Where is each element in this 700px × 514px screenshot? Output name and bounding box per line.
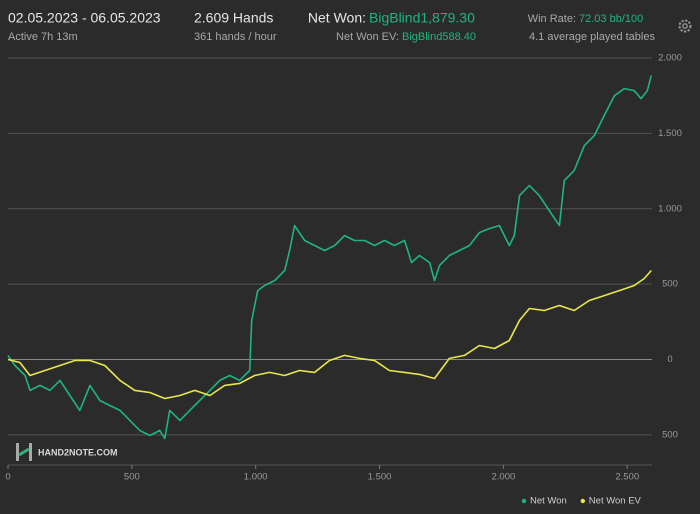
y-tick-label: 500 [662, 429, 678, 440]
settings-icon[interactable] [678, 19, 692, 33]
legend-label: Net Won [530, 496, 567, 507]
net-won-label: Net Won: [308, 10, 366, 26]
x-tick-label: 2.500 [615, 472, 639, 483]
x-tick-label: 0 [5, 472, 10, 483]
x-tick-label: 500 [124, 472, 140, 483]
date-range: 02.05.2023 - 06.05.2023 [8, 10, 161, 26]
legend-label: Net Won EV [589, 496, 642, 507]
y-tick-label: 0 [667, 354, 672, 365]
y-tick-label: 2.000 [658, 53, 682, 64]
win-rate-label: Win Rate: [528, 13, 576, 25]
series-line [7, 75, 653, 440]
x-tick-label: 2.000 [491, 472, 515, 483]
series-line [7, 269, 652, 400]
hands: 2.609 Hands [194, 10, 273, 26]
x-tick-label: 1.000 [244, 472, 268, 483]
x-tick-label: 1.500 [368, 472, 392, 483]
y-tick-label: 500 [662, 279, 678, 290]
net-won-ev-value: BigBlind588.40 [402, 31, 476, 43]
legend-swatch [580, 498, 585, 504]
legend-swatch [521, 498, 527, 504]
win-rate-value: 72.03 bb/100 [579, 13, 643, 25]
logo: HAND2NOTE.COM [16, 443, 118, 461]
net-won-value: BigBlind1,879.30 [369, 10, 475, 26]
net-won-ev-label: Net Won EV: [336, 31, 399, 43]
y-tick-label: 1.000 [658, 203, 682, 214]
logo-text: HAND2NOTE.COM [38, 447, 118, 457]
tables: 4.1 average played tables [529, 31, 655, 43]
hands-rate: 361 hands / hour [194, 31, 277, 43]
y-tick-label: 1.500 [658, 128, 682, 139]
active-time: Active 7h 13m [8, 31, 78, 43]
